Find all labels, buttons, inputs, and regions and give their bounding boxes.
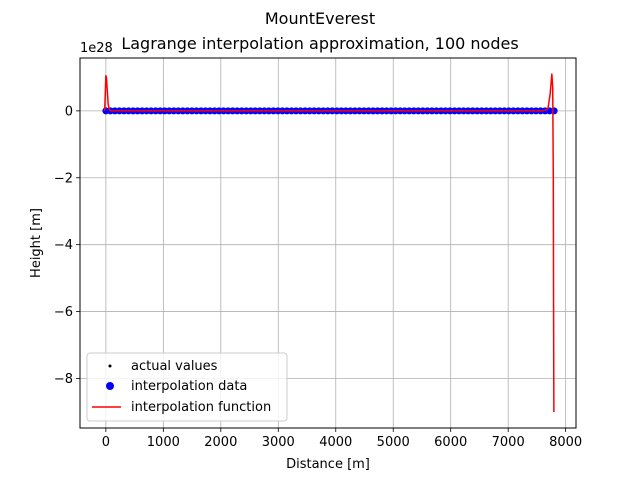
interpolation-data-point	[550, 107, 558, 115]
legend-label-actual-values: actual values	[131, 359, 218, 374]
grid	[80, 58, 576, 428]
y-axis: −8 −6 −4 −2 0	[54, 104, 80, 387]
x-tick-label: 3000	[262, 435, 295, 450]
y-tick-label: −2	[54, 171, 73, 186]
legend-label-interpolation-function: interpolation function	[131, 400, 271, 415]
legend: actual values interpolation data interpo…	[86, 352, 288, 422]
y-tick-label: 0	[65, 104, 73, 119]
x-tick-label: 1000	[147, 435, 180, 450]
x-axis: 0 1000 2000 3000 4000 5000 6000 7000 8000	[102, 428, 582, 450]
x-tick-label: 6000	[434, 435, 467, 450]
legend-label-interpolation-data: interpolation data	[131, 379, 247, 394]
chart-title: MountEverest	[265, 9, 375, 28]
x-tick-label: 4000	[319, 435, 352, 450]
legend-marker-interpolation-data	[106, 382, 114, 390]
x-tick-label: 2000	[204, 435, 237, 450]
y-tick-label: −6	[54, 305, 73, 320]
plot-frame	[79, 57, 577, 429]
legend-box	[86, 352, 288, 422]
series-layer	[102, 73, 558, 412]
x-tick-label: 7000	[492, 435, 525, 450]
interpolation-function-line	[103, 73, 555, 412]
y-scale-label: 1e28	[80, 41, 113, 56]
x-tick-label: 5000	[377, 435, 410, 450]
x-tick-label: 8000	[549, 435, 582, 450]
chart-subtitle: Lagrange interpolation approximation, 10…	[121, 34, 518, 53]
legend-marker-actual-values	[108, 364, 112, 368]
y-axis-label: Height [m]	[29, 208, 44, 278]
y-tick-label: −4	[54, 238, 73, 253]
y-tick-label: −8	[54, 372, 73, 387]
x-axis-label: Distance [m]	[286, 457, 370, 472]
x-tick-label: 0	[102, 435, 110, 450]
